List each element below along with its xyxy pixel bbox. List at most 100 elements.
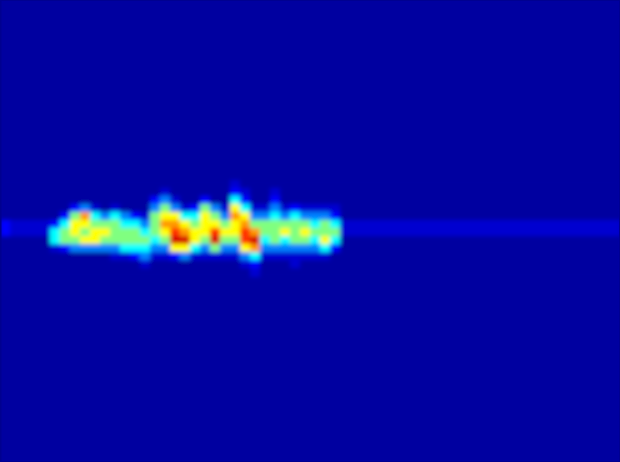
- heatmap-cell: [330, 180, 341, 189]
- heatmap-cell: [230, 188, 241, 197]
- heatmap-cell: [260, 220, 271, 229]
- heatmap-cell: [340, 268, 351, 277]
- heatmap-cell: [410, 220, 421, 229]
- heatmap-cell: [580, 268, 591, 277]
- heatmap-cell: [450, 228, 461, 237]
- heatmap-cell: [250, 204, 261, 213]
- heatmap-cell: [120, 268, 131, 277]
- heatmap-cell: [140, 220, 151, 229]
- heatmap-cell: [580, 196, 591, 205]
- heatmap-cell: [160, 204, 171, 213]
- heatmap-cell: [200, 212, 211, 221]
- heatmap-cell: [170, 212, 181, 221]
- heatmap-cell: [460, 180, 471, 189]
- heatmap-cell: [280, 260, 291, 269]
- heatmap-cell: [180, 196, 191, 205]
- heatmap-cell: [570, 268, 581, 277]
- heatmap-cell: [170, 236, 181, 245]
- heatmap-cell: [170, 196, 181, 205]
- heatmap-cell: [100, 180, 111, 189]
- heatmap-cell: [110, 196, 121, 205]
- heatmap-cell: [90, 260, 101, 269]
- heatmap-cell: [540, 260, 551, 269]
- heatmap-cell: [590, 180, 601, 189]
- heatmap-cell: [410, 244, 421, 253]
- heatmap-cell: [400, 244, 411, 253]
- heatmap-cell: [300, 180, 311, 189]
- heatmap-cell: [590, 228, 601, 237]
- heatmap-cell: [170, 220, 181, 229]
- heatmap-cell: [520, 252, 531, 261]
- heatmap-cell: [390, 252, 401, 261]
- heatmap-cell: [270, 236, 281, 245]
- heatmap-cell: [520, 188, 531, 197]
- heatmap-cell: [210, 244, 221, 253]
- heatmap-cell: [610, 204, 620, 213]
- heatmap-cell: [250, 252, 261, 261]
- heatmap-cell: [30, 220, 41, 229]
- heatmap-cell: [220, 180, 231, 189]
- heatmap-cell: [580, 260, 591, 269]
- heatmap-cell: [180, 236, 191, 245]
- heatmap-cell: [500, 268, 511, 277]
- heatmap-cell: [370, 180, 381, 189]
- heatmap-cell: [200, 220, 211, 229]
- heatmap-cell: [290, 244, 301, 253]
- heatmap-cell: [60, 252, 71, 261]
- heatmap-cell: [600, 228, 611, 237]
- heatmap-cell: [500, 204, 511, 213]
- heatmap-cell: [490, 228, 501, 237]
- heatmap-cell: [270, 228, 281, 237]
- heatmap-cell: [550, 220, 561, 229]
- heatmap-cell: [430, 196, 441, 205]
- heatmap-cell: [550, 260, 561, 269]
- heatmap-cell: [270, 260, 281, 269]
- heatmap-cell: [130, 204, 141, 213]
- heatmap-cell: [510, 204, 521, 213]
- heatmap-cell: [370, 236, 381, 245]
- heatmap-cell: [20, 268, 31, 277]
- heatmap-cell: [380, 268, 391, 277]
- heatmap-cell: [40, 228, 51, 237]
- heatmap-cell: [60, 244, 71, 253]
- heatmap-cell: [70, 196, 81, 205]
- heatmap-cell: [340, 220, 351, 229]
- heatmap-cell: [120, 236, 131, 245]
- heatmap-cell: [380, 212, 391, 221]
- heatmap-cell: [590, 204, 601, 213]
- heatmap-cell: [310, 252, 321, 261]
- heatmap-cell: [30, 268, 41, 277]
- heatmap-cell: [240, 252, 251, 261]
- heatmap-cell: [460, 244, 471, 253]
- heatmap-cell: [50, 204, 61, 213]
- heatmap-cell: [290, 180, 301, 189]
- heatmap-cell: [270, 180, 281, 189]
- heatmap-cell: [10, 204, 21, 213]
- heatmap-cell: [520, 244, 531, 253]
- heatmap-cell: [70, 268, 81, 277]
- heatmap-cell: [420, 220, 431, 229]
- heatmap-cell: [520, 228, 531, 237]
- heatmap-cell: [210, 196, 221, 205]
- heatmap-cell: [570, 236, 581, 245]
- heatmap-cell: [410, 180, 421, 189]
- heatmap-cell: [240, 212, 251, 221]
- heatmap-cell: [310, 244, 321, 253]
- heatmap-cell: [360, 268, 371, 277]
- heatmap-cell: [280, 188, 291, 197]
- heatmap-cell: [360, 228, 371, 237]
- heatmap-cell: [450, 220, 461, 229]
- heatmap-cell: [190, 180, 201, 189]
- heatmap-cell: [50, 188, 61, 197]
- heatmap-cell: [390, 180, 401, 189]
- heatmap-cell: [530, 228, 541, 237]
- heatmap-cell: [210, 228, 221, 237]
- heatmap-cell: [110, 180, 121, 189]
- heatmap-cell: [410, 188, 421, 197]
- heatmap-cell: [520, 220, 531, 229]
- heatmap-cell: [370, 204, 381, 213]
- heatmap-cell: [440, 204, 451, 213]
- heatmap-cell: [470, 196, 481, 205]
- heatmap-cell: [370, 196, 381, 205]
- heatmap-cell: [160, 268, 171, 277]
